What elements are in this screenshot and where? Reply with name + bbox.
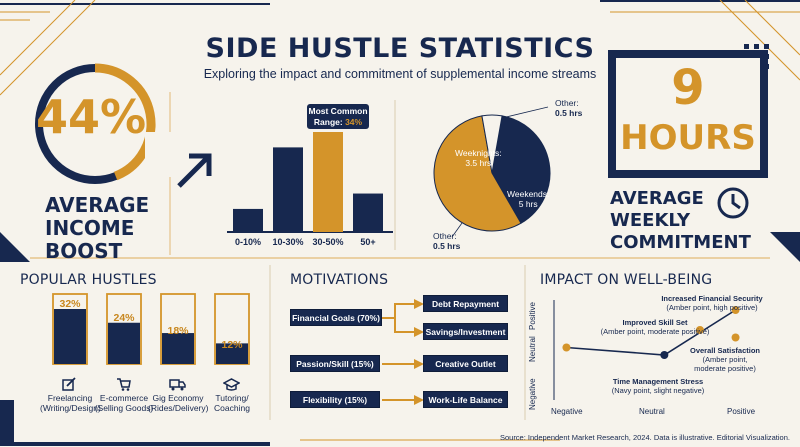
bar [353,193,383,232]
x-tick-label: Positive [727,407,756,416]
point-label: Increased Financial Security (Amber point… [661,294,763,312]
truck-icon [169,379,186,391]
outcome-work-life-balance: Work-Life Balance [423,391,508,408]
pie-label-weeknights: Weeknights: 3.5 hrs [455,148,502,168]
range-callout: Most Common Range: 34% [307,104,369,129]
popular-hustles-title: POPULAR HUSTLES [20,272,157,288]
bar [313,132,343,232]
income-boost-label: AVERAGE INCOME BOOST [45,193,150,263]
hustle-name: Gig Economy (Rides/Delivery) [148,393,209,413]
x-tick-label: Negative [551,407,583,416]
leader-line [501,106,549,119]
commitment-box [608,50,768,178]
outcome-debt-repayment: Debt Repayment [423,295,508,312]
x-tick-label: 30-50% [312,237,344,247]
hustle-value: 12% [221,339,243,351]
x-tick-label: 10-30% [272,237,304,247]
pie-label-other: Other: 0.5 hrs [433,231,461,251]
income-boost-value: 44% [36,90,147,144]
data-point [731,306,740,314]
income-ring [35,63,185,184]
point-label: Time Management Stress (Navy point, sligh… [611,377,705,395]
cart-icon [117,378,131,391]
weekly-hours-pie [433,106,551,238]
motivation-passion-skill: Passion/Skill (15%) [290,355,380,372]
hustle-value: 18% [167,325,189,337]
y-tick-label: Positive [528,301,537,330]
bar [233,208,263,232]
hustle-bar [216,343,248,364]
x-tick-label: 50+ [360,237,376,247]
data-point [695,326,704,334]
x-tick-label: Neutral [639,407,665,416]
data-point [562,343,571,352]
pie-slice [481,114,503,174]
y-tick-label: Neutral [528,336,537,362]
commitment-label: AVERAGE WEEKLY COMMITMENT [610,188,751,253]
graduation-cap-icon [223,378,240,391]
hustle-bar [54,309,86,364]
data-point [660,351,669,359]
hustle-bar [162,333,194,364]
pie-slice [491,115,551,224]
hustle-bar [108,322,140,364]
arrow-up-right-icon [177,153,212,188]
income-ring-fill [94,63,156,181]
commitment-value: 9 [671,60,705,116]
data-point [731,333,740,342]
edit-icon [62,377,76,391]
hustle-name: Tutoring/Coaching [214,393,250,413]
leader-line [451,222,463,238]
hustle-value: 32% [59,298,81,310]
hustle-name: E-commerce (Selling Goods) [94,393,154,413]
outcome-savings-investment: Savings/Investment [423,323,508,340]
income-range-chart [227,132,393,233]
pie-label-weekends: Weekends: 5 hrs [507,189,550,209]
pie-slice [433,115,522,232]
motivations-title: MOTIVATIONS [290,272,389,288]
commitment-unit: HOURS [620,118,756,158]
motivation-financial-goals: Financial Goals (70%) [290,309,382,326]
motivation-flexibility: Flexibility (15%) [290,391,380,408]
clock-icon [717,187,749,219]
well-being-chart [553,300,740,400]
x-tick-label: 0-10% [234,237,261,247]
hustle-name: Freelancing (Writing/Design) [40,393,101,413]
well-being-title: IMPACT ON WELL-BEING [540,272,713,288]
page-subtitle: Exploring the impact and commitment of s… [203,67,597,81]
popular-hustles-chart [52,293,250,365]
motivation-arrows [382,299,424,405]
source-note: Source: Independent Market Research, 202… [499,433,790,442]
y-tick-label: Negative [528,378,537,410]
bar [273,147,303,232]
point-label: Improved Skill Set (Amber point, moderate… [600,318,710,336]
point-label: Overall Satisfaction (Amber point, moderat… [689,346,761,373]
pie-label-other-top: Other: 0.5 hrs [555,98,583,118]
outcome-creative-outlet: Creative Outlet [423,355,508,372]
hustle-value: 24% [113,312,135,324]
page-title: SIDE HUSTLE STATISTICS [205,33,595,64]
